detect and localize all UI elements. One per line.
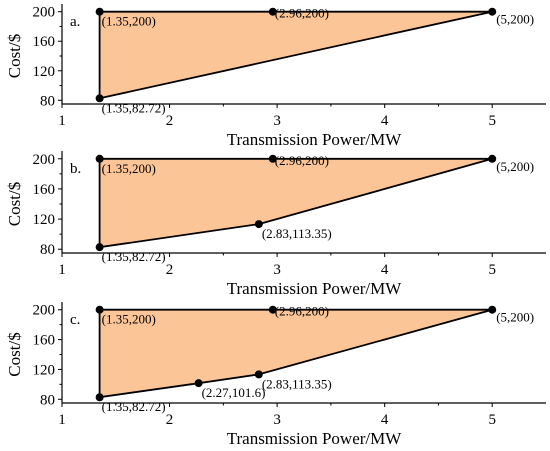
y-tick-label: 80 bbox=[40, 242, 55, 258]
point-label: (1.35,200) bbox=[102, 14, 156, 29]
x-tick-label: 1 bbox=[58, 412, 66, 428]
data-point bbox=[95, 393, 104, 402]
x-tick-label: 3 bbox=[273, 262, 281, 278]
panel-tag: a. bbox=[70, 14, 80, 30]
x-axis-title: Transmission Power/MW bbox=[227, 279, 403, 298]
x-tick-label: 1 bbox=[58, 113, 66, 129]
x-tick-label: 3 bbox=[273, 113, 281, 129]
point-label: (2.27,101.6) bbox=[202, 385, 266, 400]
x-tick-label: 5 bbox=[488, 412, 496, 428]
data-point bbox=[254, 220, 263, 229]
x-tick-label: 5 bbox=[488, 262, 496, 278]
point-label: (1.35,82.72) bbox=[102, 100, 166, 115]
y-tick-label: 120 bbox=[33, 212, 56, 228]
y-axis-title: Cost/$ bbox=[5, 182, 24, 226]
point-label: (1.35,200) bbox=[102, 161, 156, 176]
point-label: (1.35,200) bbox=[102, 312, 156, 327]
y-tick-label: 80 bbox=[40, 392, 55, 408]
y-tick-label: 120 bbox=[33, 362, 56, 378]
x-axis-title: Transmission Power/MW bbox=[227, 130, 403, 149]
x-tick-label: 2 bbox=[166, 412, 174, 428]
y-tick-label: 200 bbox=[33, 303, 56, 319]
point-label: (5,200) bbox=[496, 159, 534, 174]
point-label: (2.83,113.35) bbox=[262, 376, 332, 391]
panel-tag: c. bbox=[70, 312, 80, 328]
point-label: (1.35,82.72) bbox=[102, 249, 166, 264]
data-point bbox=[268, 7, 277, 16]
data-point bbox=[95, 154, 104, 163]
x-tick-label: 4 bbox=[381, 262, 389, 278]
point-label: (5,200) bbox=[496, 310, 534, 325]
point-label: (1.35,82.72) bbox=[102, 399, 166, 414]
data-point bbox=[95, 305, 104, 314]
x-axis-title: Transmission Power/MW bbox=[227, 429, 403, 448]
panel-1: 1 2 3 4 5 80 120 160 200 Transmission Power/MW Cos… bbox=[5, 4, 546, 149]
y-tick-label: 200 bbox=[33, 152, 56, 168]
y-tick-label: 80 bbox=[40, 93, 55, 109]
point-label: (2.96,200) bbox=[275, 6, 329, 21]
data-point bbox=[268, 305, 277, 314]
y-axis-title: Cost/$ bbox=[5, 332, 24, 376]
data-point bbox=[254, 370, 263, 379]
data-point bbox=[488, 305, 497, 314]
feasible-region bbox=[98, 10, 493, 100]
panel-2: 1 2 3 4 5 80 120 160 200 Transmission Power/MW Cos… bbox=[5, 151, 546, 298]
x-tick-label: 2 bbox=[166, 113, 174, 129]
y-axis-title: Cost/$ bbox=[5, 34, 24, 78]
data-point bbox=[268, 154, 277, 163]
data-point bbox=[95, 94, 104, 103]
data-point bbox=[488, 154, 497, 163]
data-point bbox=[95, 243, 104, 252]
data-point bbox=[95, 7, 104, 16]
panel-3: 1 2 3 4 5 80 120 160 200 Transmission Power/MW Cos… bbox=[5, 302, 546, 448]
panel-tag: b. bbox=[70, 161, 81, 177]
x-tick-label: 4 bbox=[381, 113, 389, 129]
point-label: (2.96,200) bbox=[275, 153, 329, 168]
point-label: (2.96,200) bbox=[275, 304, 329, 319]
x-tick-label: 5 bbox=[488, 113, 496, 129]
x-tick-label: 1 bbox=[58, 262, 66, 278]
point-label: (2.83,113.35) bbox=[262, 226, 332, 241]
data-point bbox=[194, 379, 203, 388]
y-tick-label: 160 bbox=[33, 34, 56, 50]
x-tick-label: 2 bbox=[166, 262, 174, 278]
data-point bbox=[488, 7, 497, 16]
x-tick-label: 3 bbox=[273, 412, 281, 428]
point-label: (5,200) bbox=[496, 12, 534, 27]
y-tick-label: 200 bbox=[33, 5, 56, 21]
y-tick-label: 120 bbox=[33, 64, 56, 80]
y-tick-label: 160 bbox=[33, 333, 56, 349]
feasible-region bbox=[98, 308, 493, 399]
y-tick-label: 160 bbox=[33, 182, 56, 198]
x-tick-label: 4 bbox=[381, 412, 389, 428]
